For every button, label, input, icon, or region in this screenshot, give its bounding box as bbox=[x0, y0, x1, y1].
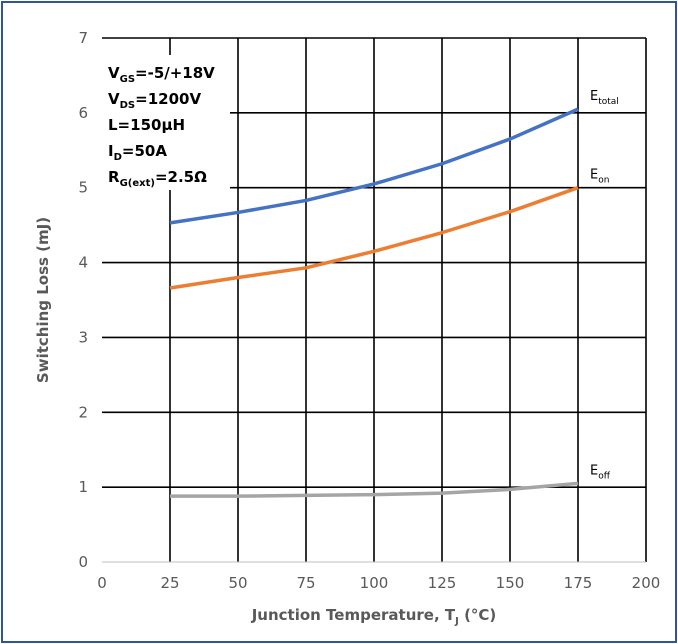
condition-line: VGS=-5/+18V bbox=[108, 64, 215, 85]
x-tick-label: 25 bbox=[160, 574, 179, 592]
series-label-total: Etotal bbox=[590, 89, 619, 107]
y-tick-labels: 0 1 2 3 4 5 6 7 bbox=[78, 29, 88, 571]
series-label-on: Eon bbox=[590, 168, 609, 186]
series-line-total bbox=[169, 107, 579, 225]
x-tick-label: 175 bbox=[564, 574, 593, 592]
y-tick-label: 3 bbox=[78, 328, 88, 346]
x-axis-title-main: Junction Temperature, T bbox=[251, 606, 456, 624]
y-tick-label: 4 bbox=[78, 254, 88, 272]
y-tick-label: 6 bbox=[78, 104, 88, 122]
conditions-box bbox=[100, 55, 230, 190]
x-axis-title: Junction Temperature, TJ (°C) bbox=[251, 606, 497, 627]
y-tick-label: 5 bbox=[78, 179, 88, 197]
y-tick-label: 1 bbox=[78, 478, 88, 496]
x-tick-labels: 0 25 50 75 100 125 150 175 200 bbox=[97, 574, 660, 592]
series-line-on bbox=[169, 186, 579, 290]
x-tick-label: 75 bbox=[296, 574, 315, 592]
x-tick-label: 150 bbox=[496, 574, 525, 592]
y-tick-label: 0 bbox=[78, 553, 88, 571]
condition-line: VDS=1200V bbox=[108, 90, 201, 111]
x-tick-label: 0 bbox=[97, 574, 107, 592]
x-tick-label: 50 bbox=[228, 574, 247, 592]
x-tick-label: 125 bbox=[428, 574, 457, 592]
condition-line: L=150µH bbox=[108, 116, 185, 134]
test-conditions: VGS=-5/+18V VDS=1200V L=150µH ID=50A RG(ext)… bbox=[108, 64, 215, 189]
series-labels: Etotal Eon Eoff bbox=[590, 89, 619, 481]
x-tick-label: 200 bbox=[632, 574, 661, 592]
x-axis-title-sub: J bbox=[454, 616, 459, 627]
series-label-off: Eoff bbox=[590, 463, 611, 481]
series-lines bbox=[169, 107, 579, 498]
y-tick-label: 7 bbox=[78, 29, 88, 47]
y-axis-title: Switching Loss (mJ) bbox=[34, 217, 52, 383]
x-tick-label: 100 bbox=[360, 574, 389, 592]
series-line-off bbox=[170, 481, 579, 498]
x-axis-title-unit: (°C) bbox=[459, 606, 496, 624]
condition-line: RG(ext)=2.5Ω bbox=[108, 168, 207, 189]
condition-line: ID=50A bbox=[108, 142, 167, 163]
y-tick-label: 2 bbox=[78, 403, 88, 421]
